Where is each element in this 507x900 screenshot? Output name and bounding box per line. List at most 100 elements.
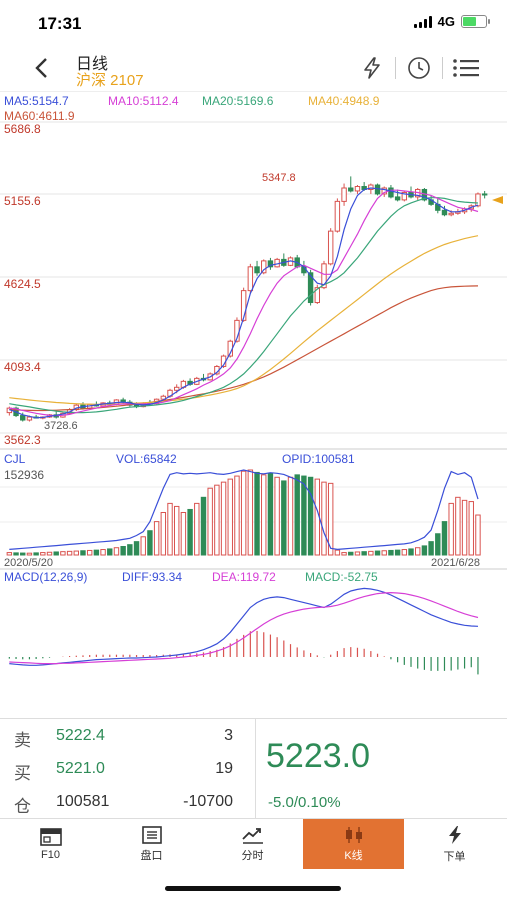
volume-bar	[40, 552, 46, 556]
volume-bar	[388, 549, 394, 556]
tab-intraday-label: 分时	[241, 849, 264, 862]
candle-up	[341, 187, 347, 202]
home-indicator	[165, 886, 341, 891]
macd-chart	[8, 587, 479, 675]
bottom-tab-bar: F10 盘口 分时 K线 下单	[0, 818, 507, 869]
volume-bar	[394, 549, 401, 556]
candle-down	[348, 187, 354, 192]
volume-bar	[261, 474, 267, 556]
volume-bar	[147, 530, 153, 556]
volume-bar	[113, 547, 120, 556]
tab-f10[interactable]: F10	[0, 819, 101, 869]
nav-bar: 日线 沪深 2107	[0, 44, 507, 92]
volume-bar	[381, 550, 387, 556]
volume-bar	[414, 547, 421, 556]
back-button[interactable]	[30, 56, 54, 80]
bid-row: 买 5221.0 19	[0, 752, 255, 785]
chart-grid	[0, 121, 507, 570]
candle-down	[441, 209, 448, 216]
ma60-line	[9, 285, 479, 412]
status-time: 17:31	[38, 14, 82, 33]
candle-down	[267, 260, 274, 268]
candle-up	[381, 187, 387, 195]
bid-qty: 19	[215, 760, 233, 777]
volume-bar	[361, 551, 367, 556]
candlestick-icon	[345, 826, 362, 843]
tab-intraday[interactable]: 分时	[202, 819, 303, 869]
volume-bar	[240, 470, 247, 556]
tab-kline-label: K线	[344, 849, 363, 862]
ask-qty: 3	[224, 727, 233, 744]
candle-down	[394, 196, 401, 201]
opid-label: OPID:100581	[282, 452, 355, 466]
volume-bar	[66, 550, 73, 556]
candle-up	[354, 186, 361, 192]
ma-lines	[9, 187, 479, 419]
nav-actions	[357, 54, 481, 82]
volume-bar	[93, 549, 100, 556]
volume-bar	[73, 550, 80, 556]
volume-bar	[307, 476, 314, 556]
volume-bar	[408, 548, 414, 556]
candle-up	[261, 260, 267, 274]
signal-icon	[413, 15, 432, 28]
high-annotation: 5347.8	[262, 172, 296, 184]
battery-icon	[461, 15, 490, 28]
chevron-left-icon	[35, 58, 47, 78]
oi-label: 仓	[14, 797, 31, 816]
volume-bar	[187, 508, 193, 556]
status-indicators: 4G	[413, 14, 490, 29]
price-axis-l4: 4093.4	[4, 360, 41, 374]
candle-down	[254, 266, 260, 274]
volume-bar	[475, 514, 481, 556]
ma5-label: MA5:5154.7	[4, 94, 69, 108]
open-interest-row: 仓 100581 -10700	[0, 785, 255, 818]
menu-button[interactable]	[451, 54, 481, 82]
tab-order-book[interactable]: 盘口	[101, 819, 202, 869]
volume-bar	[220, 481, 227, 556]
volume-bar	[254, 471, 260, 556]
period-button[interactable]	[404, 54, 434, 82]
candle-up	[448, 212, 454, 216]
volume-bar	[461, 499, 468, 556]
macd-label: MACD:-52.75	[305, 570, 378, 584]
price-axis-top: 5686.8	[4, 122, 41, 136]
diff-line	[9, 587, 479, 666]
candle-up	[321, 263, 327, 289]
oi-change: -10700	[183, 793, 233, 810]
candle-down	[20, 415, 26, 421]
contract-name: 沪深 2107	[76, 72, 144, 89]
volume-bar	[334, 549, 341, 556]
current-price-marker	[492, 196, 503, 204]
volume-bar	[80, 550, 86, 556]
network-type: 4G	[437, 14, 455, 29]
volume-bar	[100, 549, 106, 556]
volume-bar	[214, 484, 220, 556]
candle-up	[327, 230, 334, 265]
ma40-label: MA40:4948.9	[308, 94, 380, 108]
start-date: 2020/5/20	[4, 557, 53, 569]
volume-bar	[468, 501, 474, 556]
list-menu-icon	[453, 59, 479, 77]
volume-bar	[448, 502, 454, 556]
ma60-label: MA60:4611.9	[4, 109, 75, 123]
volume-bar	[428, 541, 434, 556]
volume-bar	[327, 482, 334, 556]
tab-place-order[interactable]: 下单	[404, 819, 505, 869]
volume-bar	[160, 512, 167, 556]
ma10-label: MA10:5112.4	[108, 94, 179, 108]
quick-order-button[interactable]	[357, 54, 387, 82]
candle-down	[481, 193, 488, 196]
tab-f10-label: F10	[41, 848, 60, 861]
macd-panel-title: MACD(12,26,9)	[4, 570, 87, 584]
volume-bar	[441, 521, 448, 556]
oi-value: 100581	[56, 793, 110, 810]
tab-kline[interactable]: K线	[303, 819, 404, 869]
kline-chart[interactable]: MA5:5154.7 MA10:5112.4 MA20:5169.6 MA40:…	[0, 92, 507, 718]
volume-bar	[194, 502, 200, 556]
candle-down	[307, 272, 314, 304]
volume-bar	[140, 536, 146, 556]
vol-label: VOL:65842	[116, 452, 177, 466]
dea-line	[9, 591, 479, 665]
page-title: 日线	[76, 56, 109, 73]
